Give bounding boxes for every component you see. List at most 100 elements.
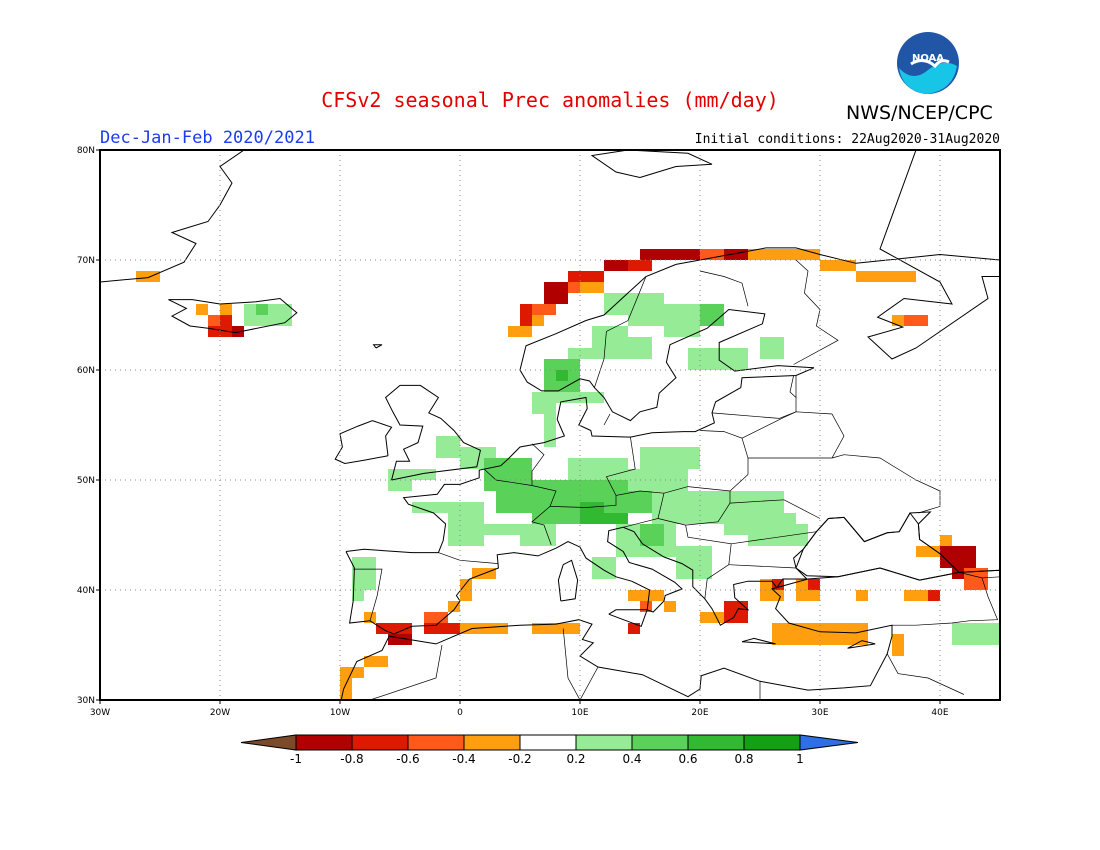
lat-tick-label: 80N <box>77 146 95 156</box>
anomaly-cell <box>772 623 868 645</box>
noaa-logo-text: NOAA <box>912 53 944 64</box>
border <box>731 531 817 545</box>
coastline <box>795 512 961 581</box>
anomaly-cell <box>352 557 376 590</box>
anomaly-cell <box>376 623 412 634</box>
anomaly-cell <box>424 612 448 623</box>
border <box>603 413 611 426</box>
border <box>886 653 965 695</box>
lon-tick-label: 0 <box>457 708 463 718</box>
anomaly-cell <box>772 579 784 590</box>
anomaly-cell <box>820 260 856 271</box>
anomaly-cell <box>604 260 628 271</box>
anomaly-cell <box>520 524 556 546</box>
lat-tick-label: 50N <box>77 476 95 486</box>
anomaly-cell <box>640 601 652 612</box>
anomaly-cell <box>568 271 604 282</box>
anomaly-cell <box>484 458 532 491</box>
anomaly-cell <box>940 546 976 568</box>
anomaly-cell <box>388 634 412 645</box>
border <box>699 270 749 307</box>
anomaly-cell <box>580 282 604 293</box>
anomaly-cell <box>412 469 436 480</box>
anomaly-cell <box>532 392 556 414</box>
anomaly-cell <box>808 579 820 590</box>
anomaly-cell <box>904 315 928 326</box>
lon-tick-label: 20E <box>691 708 708 718</box>
border <box>789 375 797 398</box>
lat-tick-label: 30N <box>77 696 95 706</box>
border <box>741 411 845 459</box>
anomaly-cell <box>700 304 724 326</box>
anomaly-cell <box>724 249 748 260</box>
anomaly-cell <box>640 249 664 260</box>
anomaly-cell <box>448 601 460 612</box>
border <box>562 628 581 700</box>
anomaly-cell <box>784 249 820 260</box>
border <box>981 576 1000 620</box>
anomaly-cell <box>856 590 868 601</box>
lat-tick-label: 40N <box>77 586 95 596</box>
anomaly-cell <box>568 348 604 359</box>
anomaly-cell <box>724 601 748 623</box>
map-gridlines <box>100 150 1000 700</box>
anomaly-cell <box>136 271 160 282</box>
anomaly-cell <box>568 458 628 480</box>
anomaly-cell <box>964 568 988 590</box>
border <box>438 552 499 564</box>
anomaly-cell <box>724 348 748 370</box>
border <box>711 375 797 419</box>
anomaly-cell <box>640 447 700 469</box>
lon-tick-label: 30E <box>811 708 828 718</box>
anomaly-cell <box>196 304 208 315</box>
anomaly-cell <box>460 524 520 535</box>
initial-conditions-label: Initial conditions: 22Aug2020-31Aug2020 <box>694 132 1000 147</box>
anomaly-cell <box>460 623 508 634</box>
anomaly-cell <box>268 304 292 326</box>
anomaly-cell <box>676 546 712 579</box>
border <box>793 259 839 365</box>
map-title: CFSv2 seasonal Prec anomalies (mm/day) <box>321 88 779 112</box>
anomaly-cell <box>856 271 916 282</box>
anomaly-cell <box>748 524 808 546</box>
border <box>728 564 797 569</box>
anomaly-cell <box>916 546 952 557</box>
border <box>594 276 647 388</box>
coastline <box>557 559 579 602</box>
coastline <box>1060 205 1100 251</box>
anomaly-cell <box>664 304 700 337</box>
anomaly-cell <box>532 623 580 634</box>
anomaly-cell <box>352 590 364 601</box>
map-frame <box>99 149 1001 701</box>
anomaly-cells <box>136 249 1000 700</box>
anomaly-cell <box>940 535 952 546</box>
border <box>685 525 732 599</box>
anomaly-cell <box>628 590 664 601</box>
anomaly-cell <box>556 392 604 403</box>
anomaly-cell <box>592 557 616 579</box>
lon-tick-label: 40E <box>931 708 948 718</box>
anomaly-cell <box>256 304 268 315</box>
lat-tick-label: 70N <box>77 256 95 266</box>
anomaly-cell <box>628 337 652 359</box>
border <box>579 666 599 700</box>
anomaly-cell <box>700 249 724 260</box>
coastline <box>590 150 713 178</box>
lon-tick-label: 20W <box>210 708 230 718</box>
anomaly-cell <box>556 370 568 381</box>
coastline <box>168 297 298 334</box>
anomaly-cell <box>568 282 580 293</box>
season-label: Dec-Jan-Feb 2020/2021 <box>100 128 315 148</box>
anomaly-cell <box>700 612 736 623</box>
coastline <box>608 609 648 627</box>
coastline <box>741 637 776 645</box>
anomaly-cell <box>628 260 652 271</box>
anomaly-cell <box>688 348 724 370</box>
anomaly-cell <box>412 502 448 513</box>
anomaly-cell <box>664 249 700 260</box>
coastline <box>100 150 245 283</box>
border <box>353 568 383 621</box>
anomaly-cell <box>532 315 544 326</box>
border <box>729 499 821 519</box>
